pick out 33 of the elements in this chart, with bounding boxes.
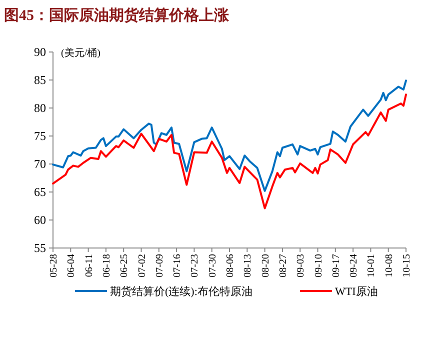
y-tick-label: 85 [34, 73, 46, 87]
x-tick-label: 06-11 [84, 254, 95, 277]
ylabel: (美元/桶) [61, 48, 100, 59]
x-tick-label: 08-06 [225, 254, 236, 278]
x-tick-label: 09-03 [296, 254, 307, 278]
y-tick-label: 70 [34, 157, 46, 171]
x-tick-label: 05-28 [48, 254, 60, 278]
x-tick-label: 06-18 [101, 254, 112, 278]
title: 图45：国际原油期货结算价格上涨 [4, 8, 229, 24]
y-tick-label: 75 [34, 129, 46, 143]
y-tick-label: 90 [34, 45, 46, 59]
y-tick-label: 55 [34, 241, 46, 255]
x-tick-label: 10-01 [366, 254, 378, 278]
x-tick-label: 07-30 [207, 254, 218, 278]
x-tick-label: 06-04 [66, 254, 78, 278]
x-tick-label: 07-09 [154, 254, 166, 278]
x-tick-label: 10-15 [402, 254, 412, 278]
x-tick-label: 07-16 [172, 254, 184, 278]
x-tick-label: 07-02 [136, 254, 148, 278]
x-tick-label: 09-24 [348, 254, 360, 278]
x-tick-label: 08-27 [278, 254, 289, 278]
x-tick-label: 07-23 [190, 254, 201, 278]
legend-label: 期货结算价(连续):布伦特原油 [110, 285, 252, 298]
y-tick-label: 80 [34, 101, 46, 115]
x-tick-label: 08-20 [260, 254, 272, 278]
x-tick-label: 09-17 [330, 254, 342, 278]
x-tick-label: 09-10 [313, 254, 324, 278]
x-tick-label: 06-25 [119, 254, 130, 278]
y-tick-label: 65 [34, 185, 46, 199]
x-tick-label: 08-13 [242, 254, 254, 278]
legend-label: WTI原油 [335, 285, 378, 298]
x-tick-label: 10-08 [384, 254, 395, 278]
y-tick-label: 60 [34, 213, 46, 227]
